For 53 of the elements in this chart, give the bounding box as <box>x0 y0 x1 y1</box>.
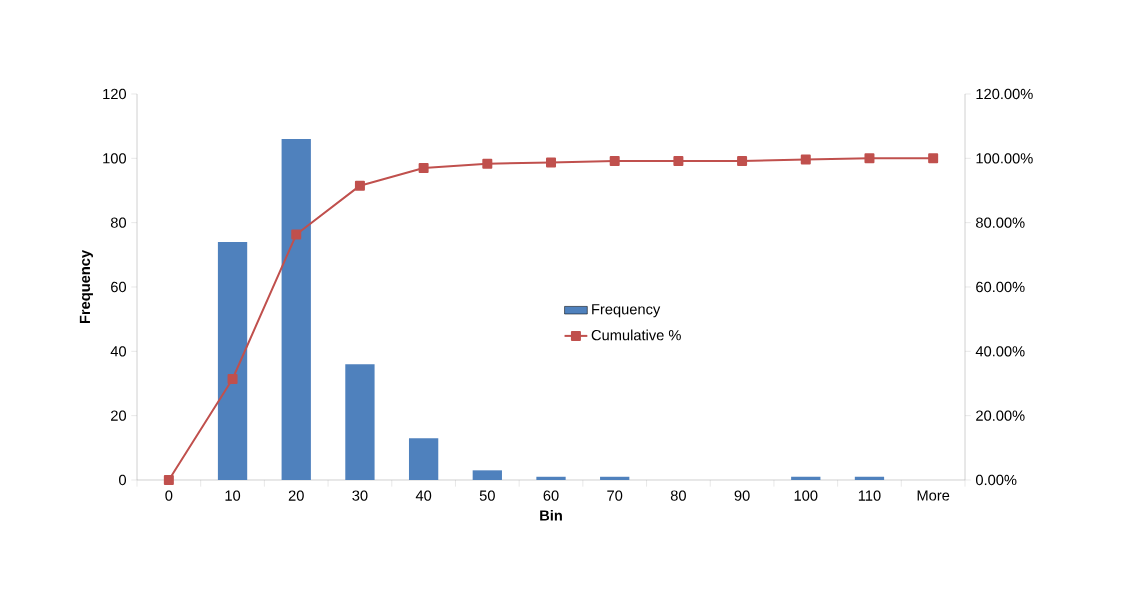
x-tick-label: 10 <box>225 490 241 501</box>
y-tick-label: 20 <box>111 410 127 421</box>
legend-label: Frequency <box>592 304 661 318</box>
x-tick-label: 80 <box>670 490 686 501</box>
y-tick-label: 100 <box>103 153 127 164</box>
x-tick-label: 90 <box>734 490 750 501</box>
point <box>418 162 429 173</box>
y2-tick-label: 20.00% <box>976 410 1025 421</box>
y-axis-title: Frequency <box>79 249 93 324</box>
x-tick-label: 40 <box>415 490 432 501</box>
point <box>163 474 174 485</box>
y2-tick-label: 40.00% <box>975 346 1025 357</box>
point <box>673 155 684 166</box>
x-tick-label: 20 <box>288 490 304 501</box>
y2-tick-label: 60.00% <box>976 281 1025 293</box>
x-tick-label: 110 <box>858 490 881 501</box>
point <box>609 155 620 166</box>
point <box>227 373 238 384</box>
point <box>546 157 557 168</box>
x-tick-label: More <box>917 490 950 501</box>
y2-tick-label: 120.00% <box>976 88 1033 100</box>
bar <box>345 364 375 480</box>
bar <box>217 241 248 480</box>
y2-tick-label: 0.00% <box>975 474 1017 486</box>
y-tick-label: 60 <box>111 281 127 293</box>
x-axis-title: Bin <box>540 509 562 521</box>
bar <box>281 139 311 480</box>
y2-tick-label: 100.00% <box>976 153 1033 164</box>
y2-tick-label: 80.00% <box>976 217 1025 228</box>
x-tick-label: 0 <box>165 490 173 501</box>
point <box>864 153 875 164</box>
y-tick-label: 80 <box>110 217 127 228</box>
bar <box>791 476 821 480</box>
y-tick-label: 120 <box>103 88 127 100</box>
point <box>354 180 365 191</box>
x-tick-label: 100 <box>794 490 818 501</box>
x-tick-label: 30 <box>352 490 368 501</box>
bar <box>854 476 885 480</box>
x-tick-label: 70 <box>607 490 623 501</box>
bar <box>536 476 566 480</box>
x-tick-label: 50 <box>479 490 495 501</box>
point <box>928 153 939 164</box>
point <box>291 229 302 240</box>
point <box>482 158 493 169</box>
y-tick-label: 40 <box>110 346 127 357</box>
bar <box>600 476 630 480</box>
legend-label: Cumulative % <box>591 329 681 341</box>
point <box>737 155 748 166</box>
point <box>800 154 811 165</box>
y-tick-label: 0 <box>119 474 127 486</box>
bar <box>472 470 502 480</box>
bar <box>408 438 439 480</box>
x-tick-label: 60 <box>543 490 559 501</box>
